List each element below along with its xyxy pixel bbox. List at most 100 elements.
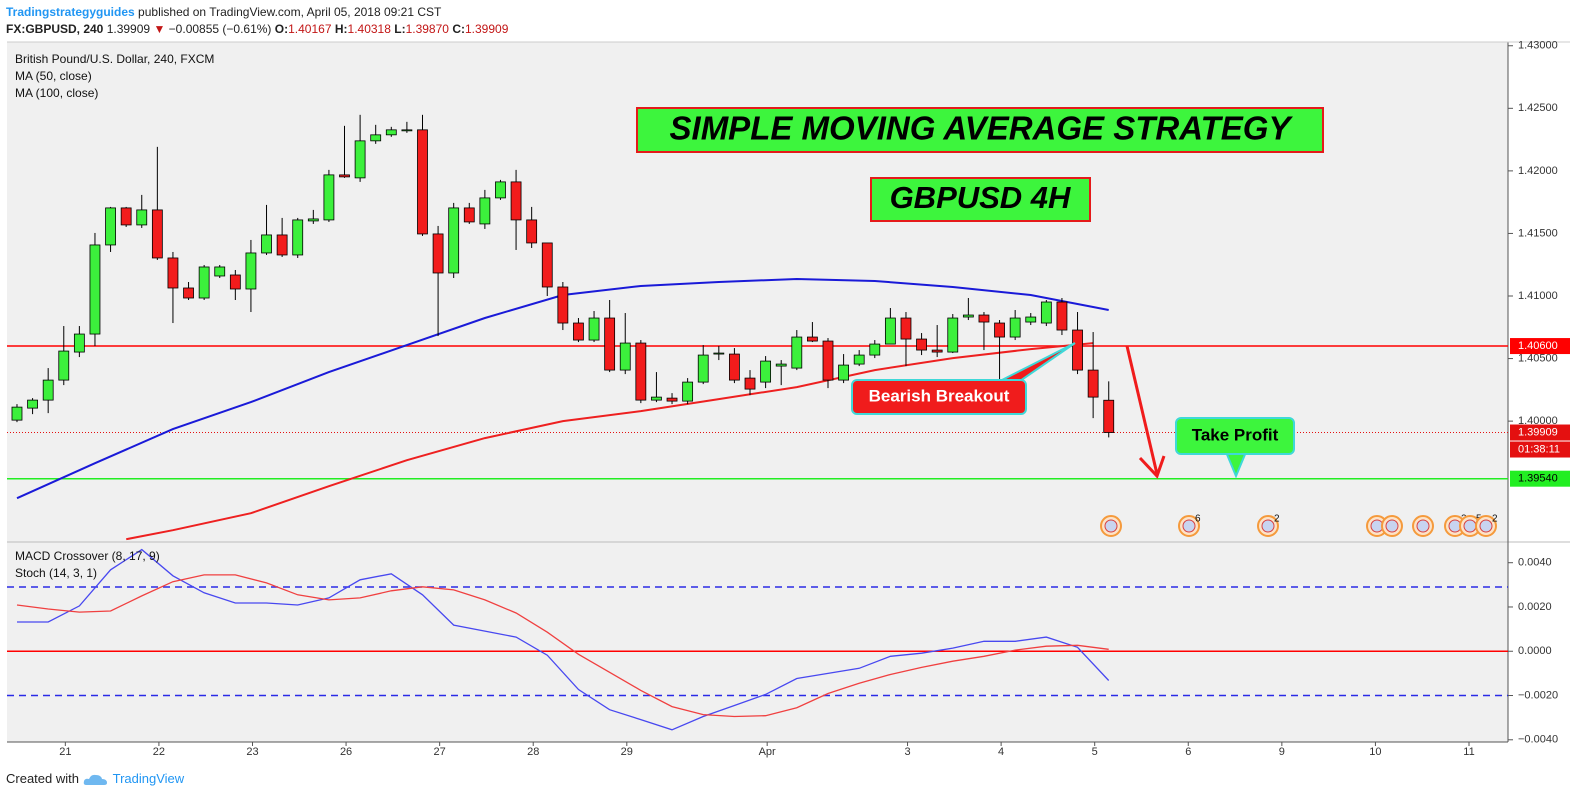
candle-body: [307, 218, 319, 222]
candle-body: [916, 338, 927, 351]
candle-body: [806, 336, 818, 342]
candle-body: [635, 342, 647, 401]
candle-body: [947, 317, 959, 353]
series-line: [17, 548, 1110, 731]
candle-body: [214, 266, 226, 277]
x-tick-label: 5: [1092, 746, 1098, 758]
candle-body: [1103, 399, 1115, 433]
header-line: FX:GBPUSD, 240 1.39909 ▼ −0.00855 (−0.61…: [6, 21, 508, 38]
y-tick-label: 0.0040: [1518, 557, 1552, 569]
level-label: 1.39540: [1518, 473, 1558, 485]
target-box: [1175, 417, 1295, 455]
event-count: 2: [1492, 514, 1498, 525]
candle-body: [245, 252, 257, 290]
candle-body: [370, 134, 382, 142]
candle-body: [463, 207, 475, 223]
headline-box: [636, 107, 1324, 153]
event-flag: [1479, 519, 1493, 533]
candle-body: [619, 342, 631, 371]
candle-body: [323, 174, 335, 221]
candle-body: [994, 322, 1005, 338]
created: Created with: [6, 771, 79, 786]
level-label: 1.40600: [1518, 340, 1558, 352]
candle-body: [1072, 329, 1083, 371]
event-count: 6: [1195, 514, 1201, 525]
breakout-box: [851, 379, 1027, 415]
candle-body: [229, 274, 241, 290]
candle-body: [1009, 317, 1021, 338]
header: Tradingstrategyguides published on Tradi…: [6, 4, 508, 38]
candle-body: [931, 349, 943, 353]
event-flag: [1463, 519, 1477, 533]
candle-body: [884, 317, 896, 345]
x-tick-label: 23: [246, 746, 258, 758]
target-label: Take Profit: [1192, 425, 1279, 444]
y-tick-label: 1.42500: [1518, 102, 1558, 114]
x-tick-label: 29: [621, 746, 633, 758]
candle-body: [900, 317, 912, 340]
x-tick-label: 22: [153, 746, 165, 758]
candle-body: [27, 399, 38, 409]
candle-body: [557, 286, 569, 324]
x-tick-label: 27: [434, 746, 446, 758]
candle-body: [276, 234, 288, 256]
candle-body: [151, 209, 163, 259]
y-tick-label: 1.42000: [1518, 165, 1558, 177]
price-panel: [7, 114, 1508, 541]
candle-body: [105, 207, 116, 246]
x-tick-label: Apr: [759, 746, 776, 758]
subheadline: GBPUSD 4H: [890, 180, 1071, 215]
candle-body: [417, 129, 428, 235]
arrow: ▼: [153, 22, 166, 36]
candle-body: [89, 244, 101, 335]
series-line: [126, 342, 1094, 541]
x-tick-label: 3: [904, 746, 910, 758]
y-tick-label: 0.0000: [1518, 645, 1552, 657]
event-flag: [1385, 519, 1399, 533]
headline: SIMPLE MOVING AVERAGE STRATEGY: [670, 110, 1294, 147]
series-line: [16, 574, 1109, 718]
candle-body: [183, 287, 194, 299]
candle-body: [261, 234, 272, 254]
author[interactable]: Tradingstrategyguides: [6, 5, 135, 19]
candle-body: [1025, 316, 1037, 323]
event-count: 2: [1274, 514, 1280, 525]
x-tick-label: 26: [340, 746, 352, 758]
breakout-label: Bearish Breakout: [869, 386, 1010, 405]
candle-body: [729, 353, 740, 381]
candle-body: [73, 333, 85, 353]
footer: Created with TradingView: [6, 771, 184, 787]
candle-body: [775, 363, 787, 367]
candle-body: [11, 406, 23, 421]
level-tag: [1510, 470, 1570, 487]
x-tick-label: 28: [527, 746, 539, 758]
l-label: L:: [394, 22, 406, 36]
last-price-label: 1.39909: [1518, 426, 1558, 438]
legend-entry: MA (50, close): [15, 69, 92, 83]
candle-body: [760, 360, 772, 383]
candle-body: [354, 140, 366, 179]
candle-body: [853, 354, 865, 365]
legend-title: MACD Crossover (8, 17, 9): [15, 549, 160, 563]
h: 1.40318: [347, 22, 391, 36]
candle-body: [604, 317, 616, 371]
x-tick-label: 10: [1369, 746, 1381, 758]
subheadline-box: [870, 177, 1091, 222]
x-tick-label: 21: [59, 746, 71, 758]
y-tick-label: 0.0020: [1518, 601, 1552, 613]
brand[interactable]: TradingView: [112, 771, 185, 786]
candle-body: [1056, 301, 1068, 331]
c: 1.39909: [464, 22, 509, 36]
last-price-tag: [1510, 424, 1570, 441]
candle-body: [697, 354, 709, 383]
candle-body: [526, 219, 538, 244]
symbol: FX:GBPUSD, 240: [6, 22, 104, 36]
y-tick-label: 1.40000: [1518, 415, 1558, 427]
l: 1.39870: [405, 22, 449, 36]
candle-body: [292, 219, 304, 256]
header-line: Tradingstrategyguides published on Tradi…: [6, 4, 508, 21]
countdown-tag: [1510, 441, 1570, 458]
candle-body: [401, 129, 413, 132]
candle-body: [666, 397, 678, 402]
